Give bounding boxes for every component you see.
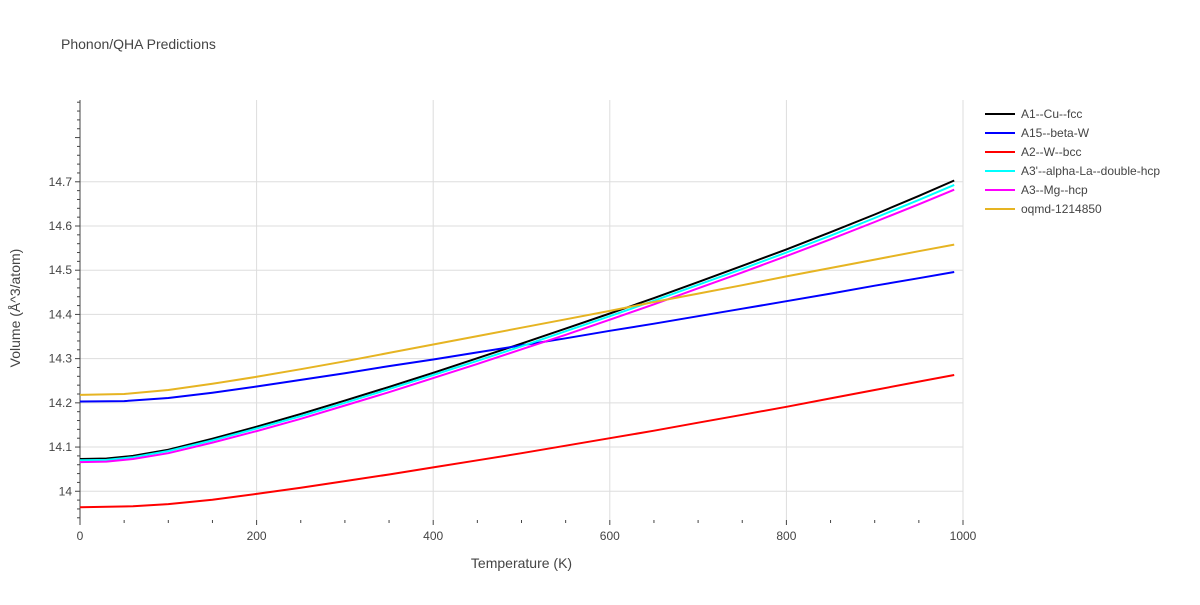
x-axis-title: Temperature (K) [471,555,572,571]
x-tick-label: 1000 [950,529,977,543]
legend-item[interactable]: oqmd-1214850 [985,202,1102,216]
x-minor-ticks [79,520,964,525]
series-line-5 [79,243,955,396]
y-tick-label: 14.1 [49,440,73,454]
x-tick-label: 400 [423,529,443,543]
legend-label: oqmd-1214850 [1021,202,1102,216]
legend[interactable]: A1--Cu--fcc A15--beta-W A2--W--bcc A3'--alp… [985,107,1160,216]
x-tick-label: 200 [247,529,267,543]
axes: 0 200 400 600 800 1000 14 14.1 14.2 14.3 14.4 14.5… [7,100,977,571]
y-tick-label: 14.3 [49,352,73,366]
legend-item[interactable]: A15--beta-W [985,126,1090,140]
legend-item[interactable]: A3--Mg--hcp [985,183,1088,197]
y-minor-ticks [75,101,80,519]
series-line-0 [79,179,955,460]
x-tick-label: 600 [600,529,620,543]
legend-label: A3'--alpha-La--double-hcp [1021,164,1160,178]
x-tick-label: 800 [776,529,796,543]
y-axis-title: Volume (Å^3/atom) [7,249,23,368]
series-line-4 [79,188,955,464]
legend-item[interactable]: A1--Cu--fcc [985,107,1082,121]
legend-label: A1--Cu--fcc [1021,107,1082,121]
series-line-3 [79,183,955,462]
y-tick-label: 14.4 [49,307,73,321]
y-tick-label: 14.2 [49,396,73,410]
grid-lines [80,100,964,520]
legend-item[interactable]: A2--W--bcc [985,145,1081,159]
chart-title: Phonon/QHA Predictions [61,36,216,52]
legend-label: A2--W--bcc [1021,145,1081,159]
plot-lines [79,179,955,509]
x-tick-label: 0 [77,529,84,543]
legend-label: A3--Mg--hcp [1021,183,1088,197]
y-tick-label: 14.6 [49,219,73,233]
y-tick-label: 14.7 [49,175,73,189]
y-tick-label: 14 [59,484,73,498]
series-line-1 [79,271,955,403]
legend-label: A15--beta-W [1021,126,1090,140]
legend-item[interactable]: A3'--alpha-La--double-hcp [985,164,1160,178]
y-tick-labels: 14 14.1 14.2 14.3 14.4 14.5 14.6 14.7 [49,175,73,498]
series-line-2 [79,374,955,509]
x-tick-labels: 0 200 400 600 800 1000 [77,529,977,543]
y-tick-label: 14.5 [49,263,73,277]
